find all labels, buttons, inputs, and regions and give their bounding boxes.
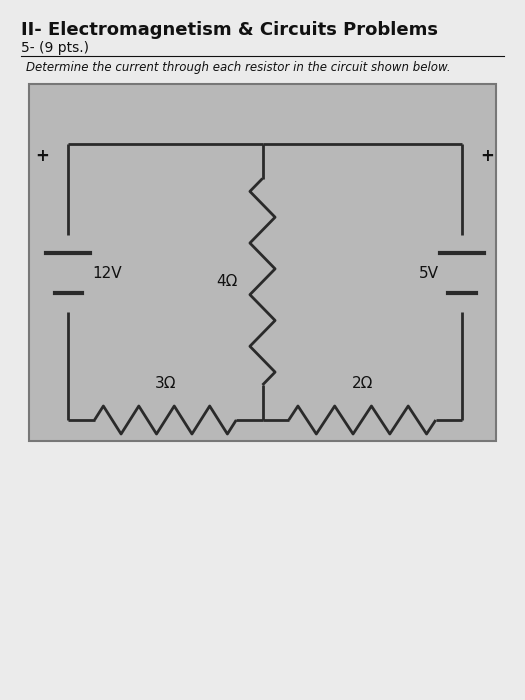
Text: Determine the current through each resistor in the circuit shown below.: Determine the current through each resis…	[26, 61, 451, 74]
Text: 12V: 12V	[92, 265, 121, 281]
Text: II- Electromagnetism & Circuits Problems: II- Electromagnetism & Circuits Problems	[21, 21, 438, 39]
Text: 4Ω: 4Ω	[216, 274, 237, 289]
Text: 5- (9 pts.): 5- (9 pts.)	[21, 41, 89, 55]
Text: 3Ω: 3Ω	[155, 376, 176, 391]
Text: 2Ω: 2Ω	[352, 376, 373, 391]
Text: +: +	[480, 147, 494, 165]
Text: 5V: 5V	[418, 265, 438, 281]
Text: +: +	[35, 147, 49, 165]
FancyBboxPatch shape	[29, 84, 496, 441]
